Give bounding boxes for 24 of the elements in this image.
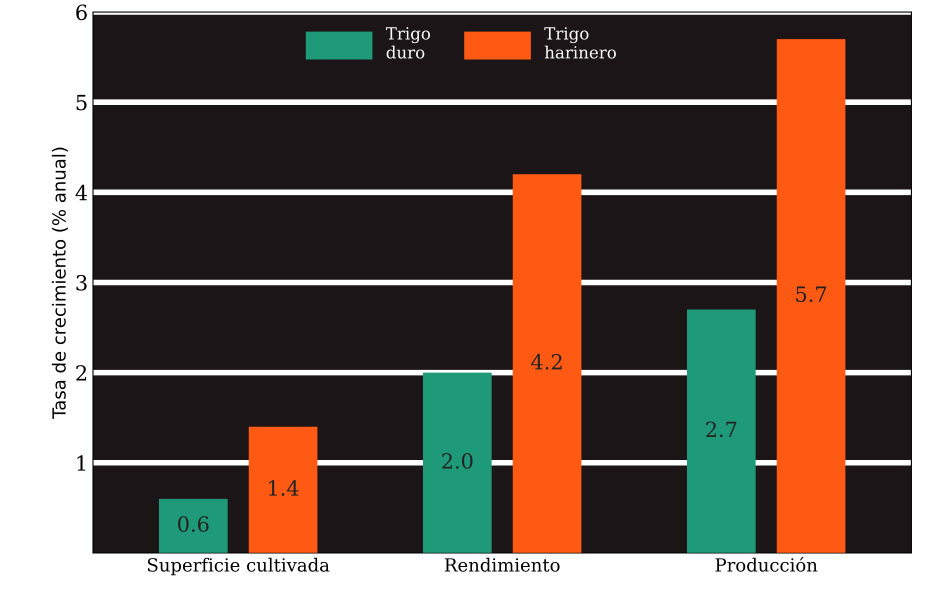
data-label: 2.7	[706, 422, 736, 438]
data-label: 5.7	[796, 286, 826, 302]
x-tick-label: Superficie cultivada	[148, 558, 330, 576]
bar	[512, 174, 582, 553]
data-label: 4.2	[531, 354, 562, 370]
y-tick-label: 5	[76, 94, 87, 110]
data-label: 2.0	[442, 453, 473, 469]
legend-label: Trigo harinero	[544, 27, 616, 59]
legend-label: Trigo duro	[386, 27, 430, 59]
y-axis-title: Tasa de crecimiento (% anual)	[52, 148, 68, 419]
data-label: 1.4	[269, 480, 299, 496]
y-tick-label: 2	[76, 365, 86, 381]
bar	[423, 372, 492, 553]
bar	[776, 39, 846, 553]
y-tick-label: 1	[77, 455, 86, 471]
bar	[159, 498, 228, 553]
x-tick-label: Producción	[716, 557, 818, 572]
y-tick-label: 4	[76, 184, 88, 200]
bar	[687, 310, 756, 553]
bar	[248, 426, 318, 553]
y-tick-label: 3	[76, 274, 87, 291]
x-tick-label: Rendimiento	[444, 558, 560, 572]
y-tick-label: 6	[76, 4, 87, 20]
data-label: 0.6	[178, 516, 209, 532]
